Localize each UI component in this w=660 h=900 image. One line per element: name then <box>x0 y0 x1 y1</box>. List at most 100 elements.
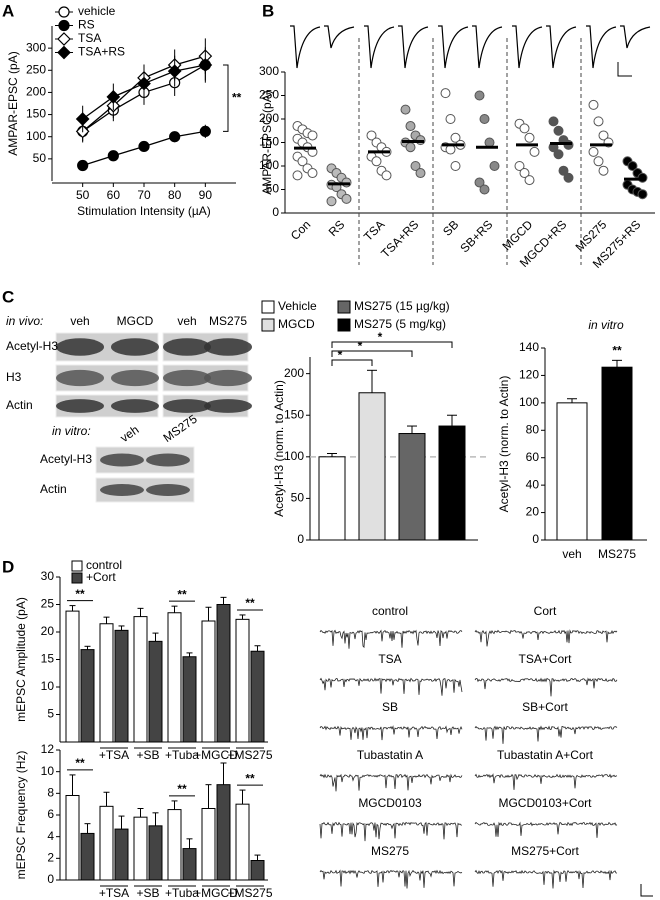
significance-bracket <box>331 359 373 366</box>
mepsc-trace <box>474 677 618 697</box>
significance-label: ** <box>75 756 85 770</box>
bar <box>80 832 95 881</box>
trace-label: Cort <box>534 604 557 618</box>
data-point <box>474 90 485 101</box>
blot-band <box>100 453 144 467</box>
trace-label: MGCD0103 <box>358 796 422 810</box>
epsc-trace <box>620 25 651 49</box>
panel-letter: B <box>262 1 274 20</box>
trace-label: TSA+Cort <box>518 652 572 666</box>
significance-bracket <box>331 350 413 357</box>
data-point <box>529 146 540 157</box>
legend-label: MS275 (5 mg/kg) <box>354 317 446 331</box>
y-tick-label: 100 <box>284 449 304 463</box>
y-tick-label: 15 <box>41 652 55 666</box>
significance-label: ** <box>245 596 255 610</box>
data-point <box>366 130 377 141</box>
y-tick-label: 6 <box>47 807 54 821</box>
significance-label: ** <box>245 771 255 785</box>
y-tick-label: 150 <box>26 107 46 121</box>
trace-label: MGCD0103+Cort <box>498 796 592 810</box>
legend-label: control <box>86 558 122 572</box>
bar <box>133 616 148 743</box>
epsc-trace <box>512 25 543 69</box>
y-axis-label: Acetyl-H3 (norm. to Actin) <box>272 380 286 517</box>
data-point <box>341 193 352 204</box>
significance-label: ** <box>75 587 85 601</box>
y-axis-label: mEPSC Frequency (Hz) <box>14 751 28 880</box>
marker <box>138 140 150 153</box>
significance-label: * <box>358 339 363 353</box>
y-tick-label: 0 <box>272 205 279 219</box>
data-point <box>371 156 382 167</box>
panel-letter: A <box>2 1 14 20</box>
significance-label: ** <box>612 344 622 358</box>
marker <box>75 112 90 126</box>
blot-band <box>56 369 104 387</box>
x-tick-label: veh <box>562 547 581 561</box>
data-point <box>598 130 609 141</box>
data-point <box>450 161 461 171</box>
data-point <box>450 132 461 143</box>
y-tick-label: 80 <box>526 422 540 436</box>
trace-label: control <box>372 604 408 618</box>
bar <box>65 795 80 881</box>
x-axis-label: Stimulation Intensity (µA) <box>77 204 211 218</box>
blot-band <box>163 399 211 413</box>
data-point <box>410 161 421 171</box>
bar <box>167 612 182 743</box>
marker <box>199 125 211 137</box>
legend-swatch <box>71 572 83 584</box>
y-tick-label: 50 <box>266 182 280 196</box>
data-point <box>381 170 392 181</box>
y-tick-label: 2 <box>47 851 54 865</box>
blot-row-label: Actin <box>40 482 67 496</box>
x-tick-label: +MS275 <box>227 886 272 900</box>
bar <box>398 433 426 541</box>
y-tick-label: 25 <box>41 597 55 611</box>
y-axis-label: AMPAR-EPSC (pA) <box>260 90 274 194</box>
mepsc-trace <box>474 773 618 790</box>
legend-label: MGCD <box>278 317 315 331</box>
bar <box>148 640 163 743</box>
y-tick-label: 50 <box>291 491 305 505</box>
marker <box>137 76 151 91</box>
trace-label: Tubastatin A+Cort <box>497 748 594 762</box>
bar <box>201 808 216 881</box>
bar <box>182 848 197 881</box>
mepsc-trace <box>319 677 463 696</box>
bar <box>201 620 216 743</box>
data-point <box>519 168 530 179</box>
data-point <box>307 130 318 141</box>
data-point <box>445 144 456 155</box>
epsc-trace <box>364 25 395 69</box>
epsc-trace <box>586 25 617 69</box>
trace-label: MS275 <box>371 844 409 858</box>
y-tick-label: 100 <box>26 129 46 143</box>
legend-label: TSA <box>78 31 101 45</box>
data-point <box>627 161 638 171</box>
x-tick-label: TSA <box>361 217 387 243</box>
data-point <box>474 177 485 188</box>
bar <box>133 816 148 881</box>
trace-label: MS275+Cort <box>511 844 579 858</box>
x-tick-label: +Tuba <box>165 886 199 900</box>
y-axis-label: AMPAR-EPSC (pA) <box>6 51 20 155</box>
data-point <box>558 165 569 176</box>
data-point <box>588 99 599 110</box>
blot-band <box>204 338 252 356</box>
legend-label: vehicle <box>78 4 116 18</box>
trace-label: SB+Cort <box>522 700 568 714</box>
y-tick-label: 8 <box>47 786 54 800</box>
x-tick-label: +MS275 <box>227 748 272 762</box>
scale-bar <box>640 884 653 897</box>
y-tick-label: 60 <box>526 450 540 464</box>
data-point <box>593 156 604 167</box>
blot-row-label: Acetyl-H3 <box>6 339 58 353</box>
data-point <box>524 175 535 186</box>
significance-label: ** <box>232 90 242 104</box>
marker <box>169 131 181 143</box>
legend-label: TSA+RS <box>78 45 125 59</box>
trace-label: SB <box>382 700 398 714</box>
